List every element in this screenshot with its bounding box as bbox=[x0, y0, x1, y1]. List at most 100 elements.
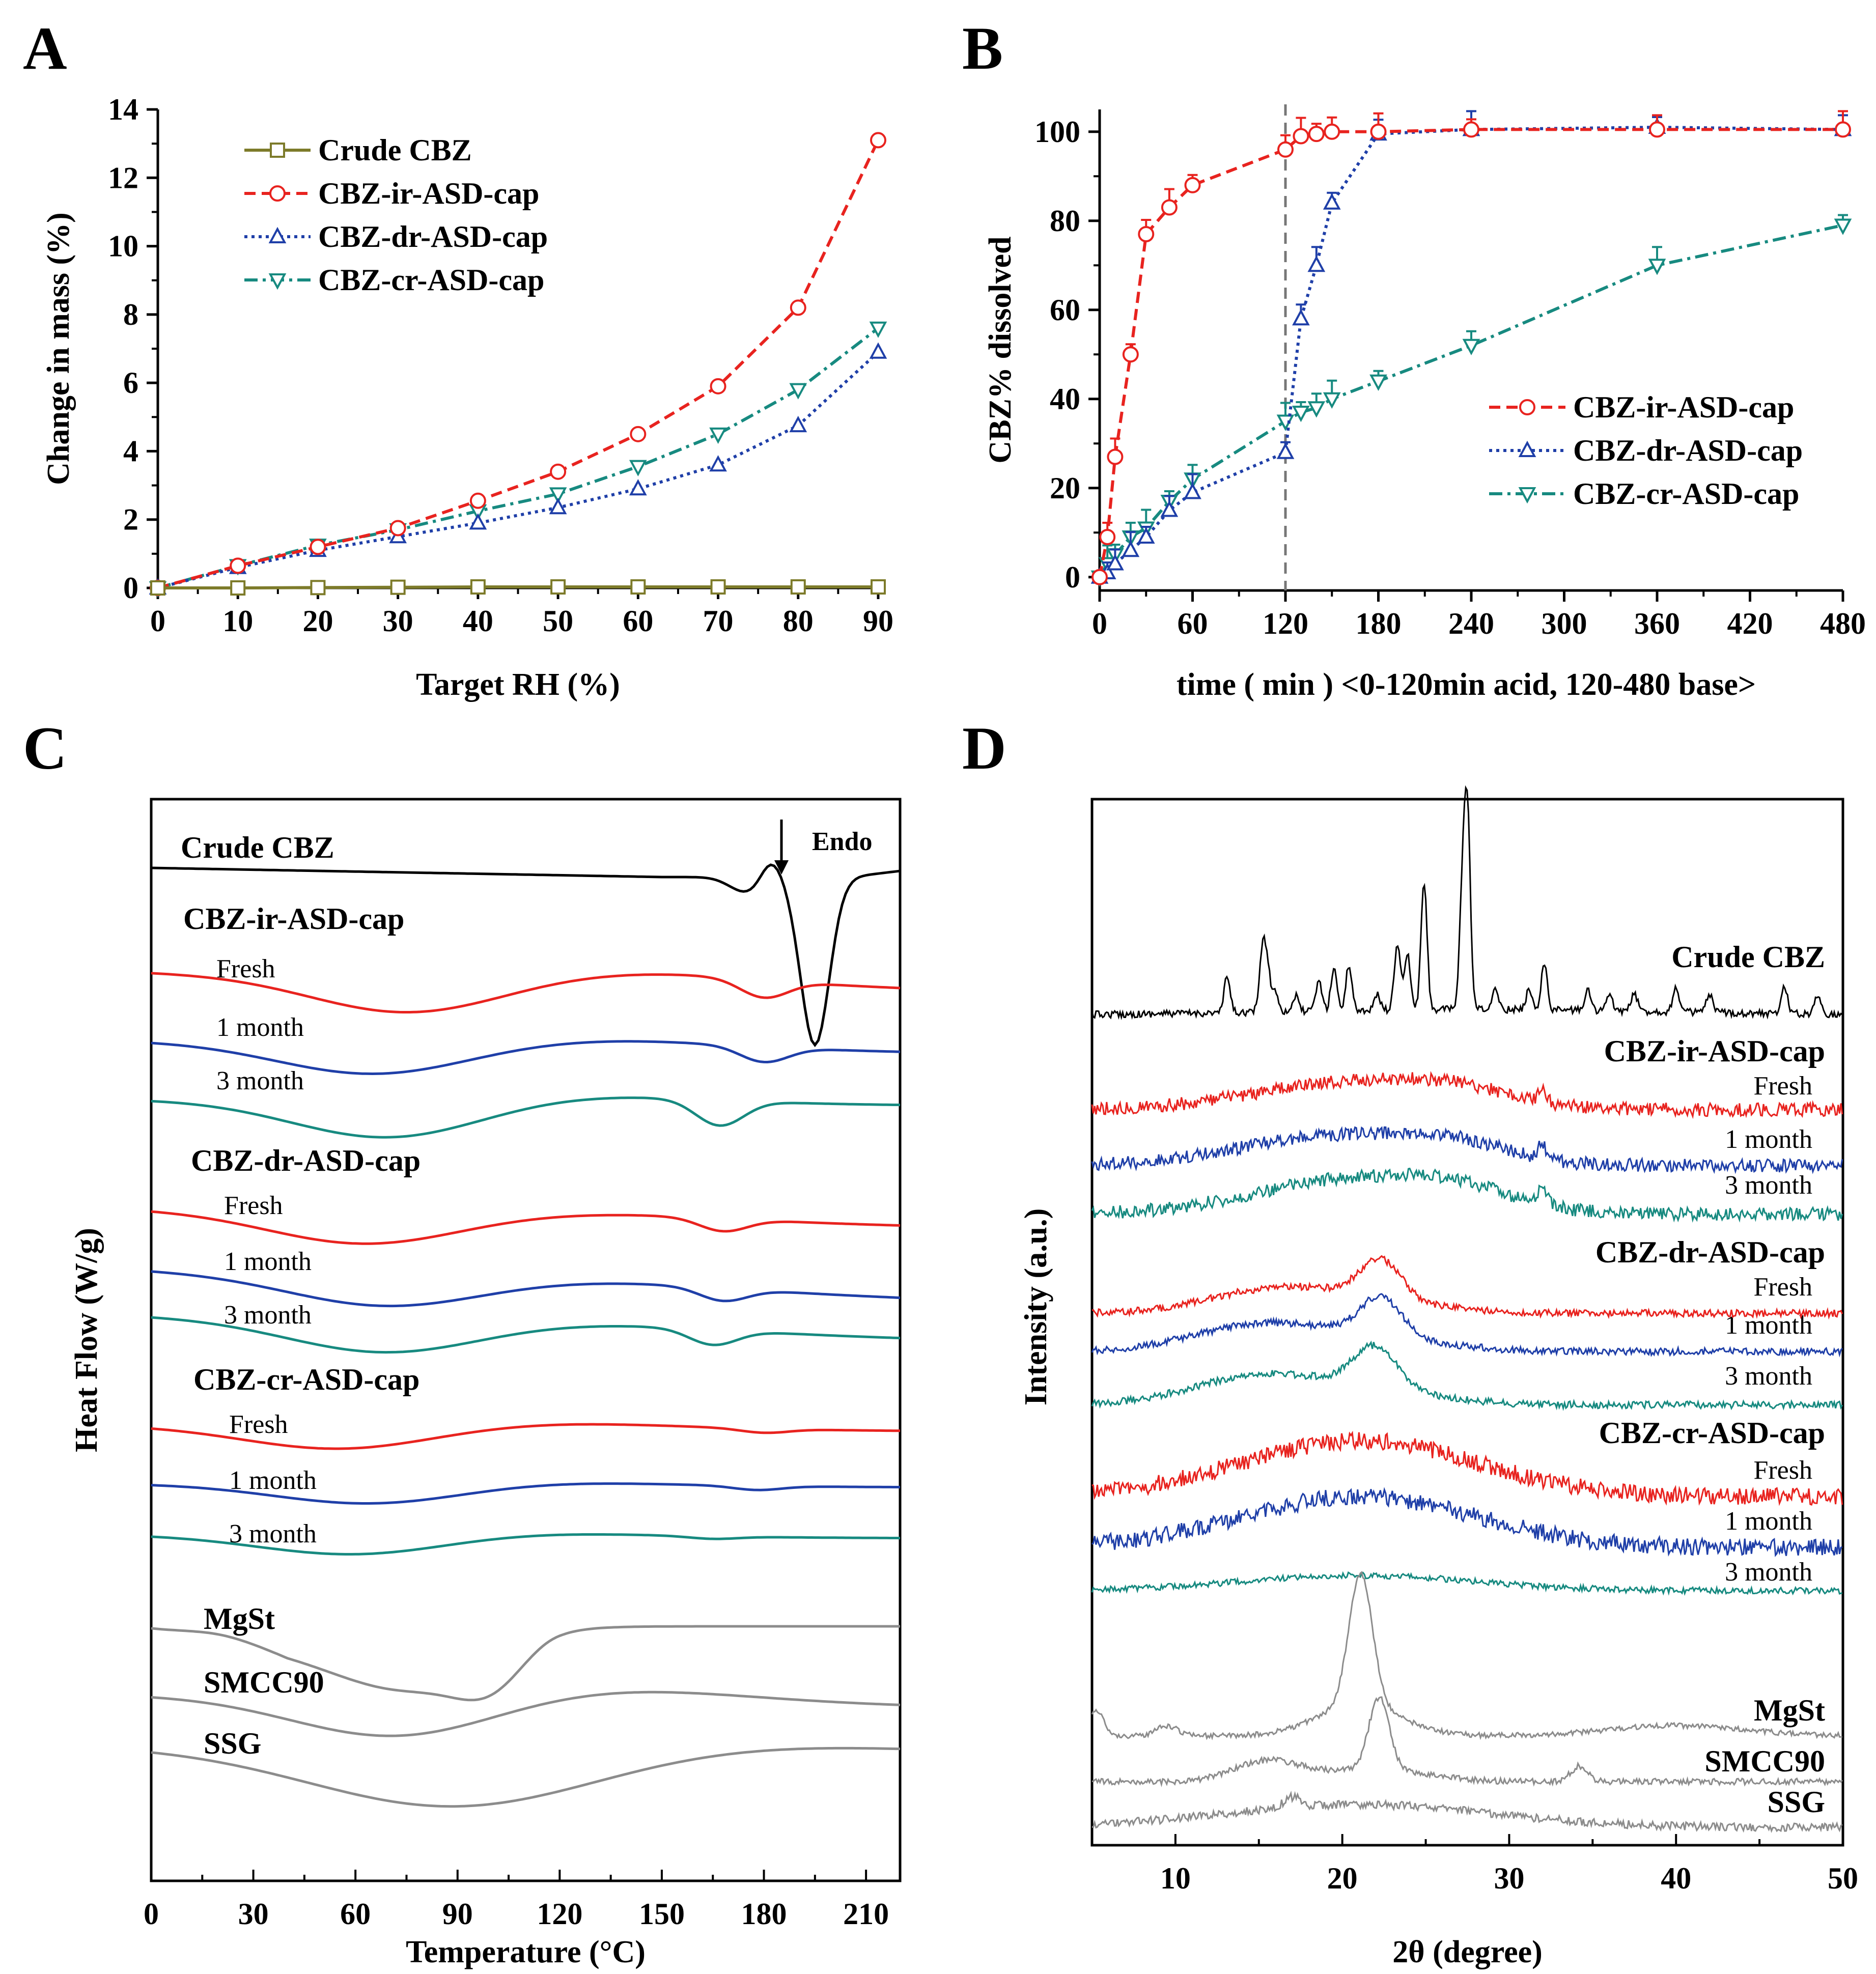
b-data-point bbox=[1835, 121, 1851, 138]
c-title-crude: Crude CBZ bbox=[181, 831, 334, 864]
a-data-point bbox=[790, 299, 806, 316]
a-data-point bbox=[150, 580, 165, 596]
a-xtick-label: 60 bbox=[623, 604, 653, 638]
b-legend-label: CBZ-dr-ASD-cap bbox=[1573, 434, 1803, 467]
a-ytick-label: 12 bbox=[108, 161, 138, 194]
a-y-axis-title: Change in mass (%) bbox=[41, 212, 76, 485]
d-ir-1month: 1 month bbox=[1725, 1125, 1812, 1154]
a-data-point bbox=[870, 132, 886, 149]
c-trace-crude bbox=[151, 863, 901, 1048]
b-data-point bbox=[1293, 128, 1309, 145]
b-data-point bbox=[1137, 527, 1155, 544]
a-ytick-label: 10 bbox=[108, 230, 138, 263]
a-legend-label: CBZ-dr-ASD-cap bbox=[318, 220, 548, 253]
d-trace-mgst bbox=[1091, 1571, 1842, 1740]
c-cr-1month: 1 month bbox=[229, 1466, 317, 1495]
d-trace-ssg bbox=[1091, 1790, 1843, 1833]
b-data-point bbox=[1323, 392, 1341, 409]
a-data-point bbox=[550, 463, 567, 480]
panel-c-chart: Crude CBZ CBZ-ir-ASD-cap Fresh 1 month 3… bbox=[69, 798, 902, 1969]
c-ir-1month: 1 month bbox=[216, 1013, 304, 1042]
b-xtick-label: 240 bbox=[1448, 607, 1494, 640]
b-data-point bbox=[1091, 569, 1108, 585]
a-data-point bbox=[789, 415, 807, 433]
c-dr-1month: 1 month bbox=[224, 1247, 312, 1276]
d-xtick-label: 10 bbox=[1160, 1862, 1191, 1895]
a-xtick-label: 30 bbox=[383, 604, 413, 638]
a-ytick-label: 14 bbox=[108, 93, 138, 126]
c-xtick-label: 90 bbox=[442, 1897, 473, 1931]
a-series-line-3 bbox=[157, 327, 879, 589]
c-xtick-label: 60 bbox=[340, 1897, 371, 1931]
a-data-point bbox=[549, 487, 567, 504]
b-xtick-label: 360 bbox=[1634, 607, 1680, 640]
panel-label-d: D bbox=[962, 714, 1006, 782]
d-trace-dr-fresh bbox=[1091, 1255, 1843, 1320]
b-data-point bbox=[1307, 256, 1326, 272]
b-legend-label: CBZ-ir-ASD-cap bbox=[1573, 390, 1794, 424]
c-trace-ir-3month bbox=[151, 1096, 901, 1139]
a-data-point bbox=[469, 492, 486, 509]
d-title-cr: CBZ-cr-ASD-cap bbox=[1599, 1416, 1825, 1450]
c-title-ssg: SSG bbox=[204, 1727, 261, 1760]
a-x-axis-title: Target RH (%) bbox=[416, 667, 620, 702]
c-trace-ir-fresh bbox=[151, 972, 901, 1013]
a-data-point bbox=[470, 579, 486, 595]
b-data-point bbox=[1122, 541, 1140, 557]
a-data-point bbox=[390, 579, 406, 595]
c-xtick-label: 30 bbox=[238, 1897, 269, 1931]
d-title-mgst: MgSt bbox=[1754, 1694, 1825, 1727]
c-xtick-label: 120 bbox=[537, 1897, 582, 1931]
b-legend-label: CBZ-cr-ASD-cap bbox=[1573, 477, 1799, 511]
c-dr-3month: 3 month bbox=[224, 1301, 312, 1330]
b-ytick-label: 60 bbox=[1050, 293, 1080, 327]
b-data-point bbox=[1106, 554, 1124, 571]
b-data-point bbox=[1462, 339, 1480, 355]
panel-label-b: B bbox=[962, 14, 1003, 82]
c-ir-3month: 3 month bbox=[216, 1066, 304, 1095]
panel-label-c: C bbox=[23, 714, 67, 782]
b-data-point bbox=[1307, 401, 1326, 418]
b-ytick-label: 40 bbox=[1050, 382, 1080, 416]
panel-label-a: A bbox=[23, 14, 67, 82]
a-data-point bbox=[230, 580, 246, 596]
b-xtick-label: 120 bbox=[1263, 607, 1308, 640]
c-plot-frame bbox=[150, 798, 902, 1882]
b-data-point bbox=[1292, 309, 1310, 326]
a-data-point bbox=[710, 378, 726, 394]
d-dr-1month: 1 month bbox=[1725, 1311, 1812, 1340]
c-trace-smcc bbox=[151, 1690, 901, 1737]
d-trace-ir-fresh bbox=[1091, 1070, 1843, 1119]
d-ir-fresh: Fresh bbox=[1753, 1071, 1812, 1101]
a-xtick-label: 10 bbox=[222, 604, 253, 638]
b-data-point bbox=[1648, 259, 1666, 275]
a-ytick-label: 6 bbox=[123, 366, 138, 400]
panel-d-chart: Crude CBZ CBZ-ir-ASD-cap Fresh 1 month 3… bbox=[1019, 785, 1858, 1969]
a-legend-label: Crude CBZ bbox=[318, 133, 472, 167]
d-trace-dr-3month bbox=[1091, 1340, 1843, 1411]
a-data-point bbox=[230, 557, 246, 574]
c-xtick-label: 180 bbox=[741, 1897, 787, 1931]
d-x-axis-title: 2θ (degree) bbox=[1392, 1935, 1543, 1969]
b-data-point bbox=[1649, 121, 1665, 138]
d-title-dr: CBZ-dr-ASD-cap bbox=[1595, 1235, 1825, 1269]
c-title-cr: CBZ-cr-ASD-cap bbox=[193, 1363, 419, 1396]
b-series-line-0 bbox=[1098, 128, 1843, 578]
a-xtick-label: 20 bbox=[302, 604, 333, 638]
d-title-crude: Crude CBZ bbox=[1671, 940, 1825, 974]
d-ir-3month: 3 month bbox=[1725, 1171, 1812, 1200]
b-data-point bbox=[1276, 442, 1295, 459]
b-xtick-label: 480 bbox=[1820, 607, 1866, 640]
b-data-point bbox=[1324, 123, 1340, 140]
a-xtick-label: 90 bbox=[863, 604, 893, 638]
a-xtick-label: 50 bbox=[543, 604, 573, 638]
d-title-ssg: SSG bbox=[1768, 1785, 1825, 1819]
c-x-axis-title: Temperature (°C) bbox=[406, 1935, 646, 1969]
a-legend-label: CBZ-ir-ASD-cap bbox=[318, 177, 539, 210]
a-ytick-label: 0 bbox=[123, 571, 138, 605]
c-title-mgst: MgSt bbox=[204, 1602, 275, 1635]
a-data-point bbox=[389, 520, 406, 537]
c-title-ir: CBZ-ir-ASD-cap bbox=[183, 902, 404, 936]
c-trace-mgst bbox=[151, 1625, 900, 1702]
